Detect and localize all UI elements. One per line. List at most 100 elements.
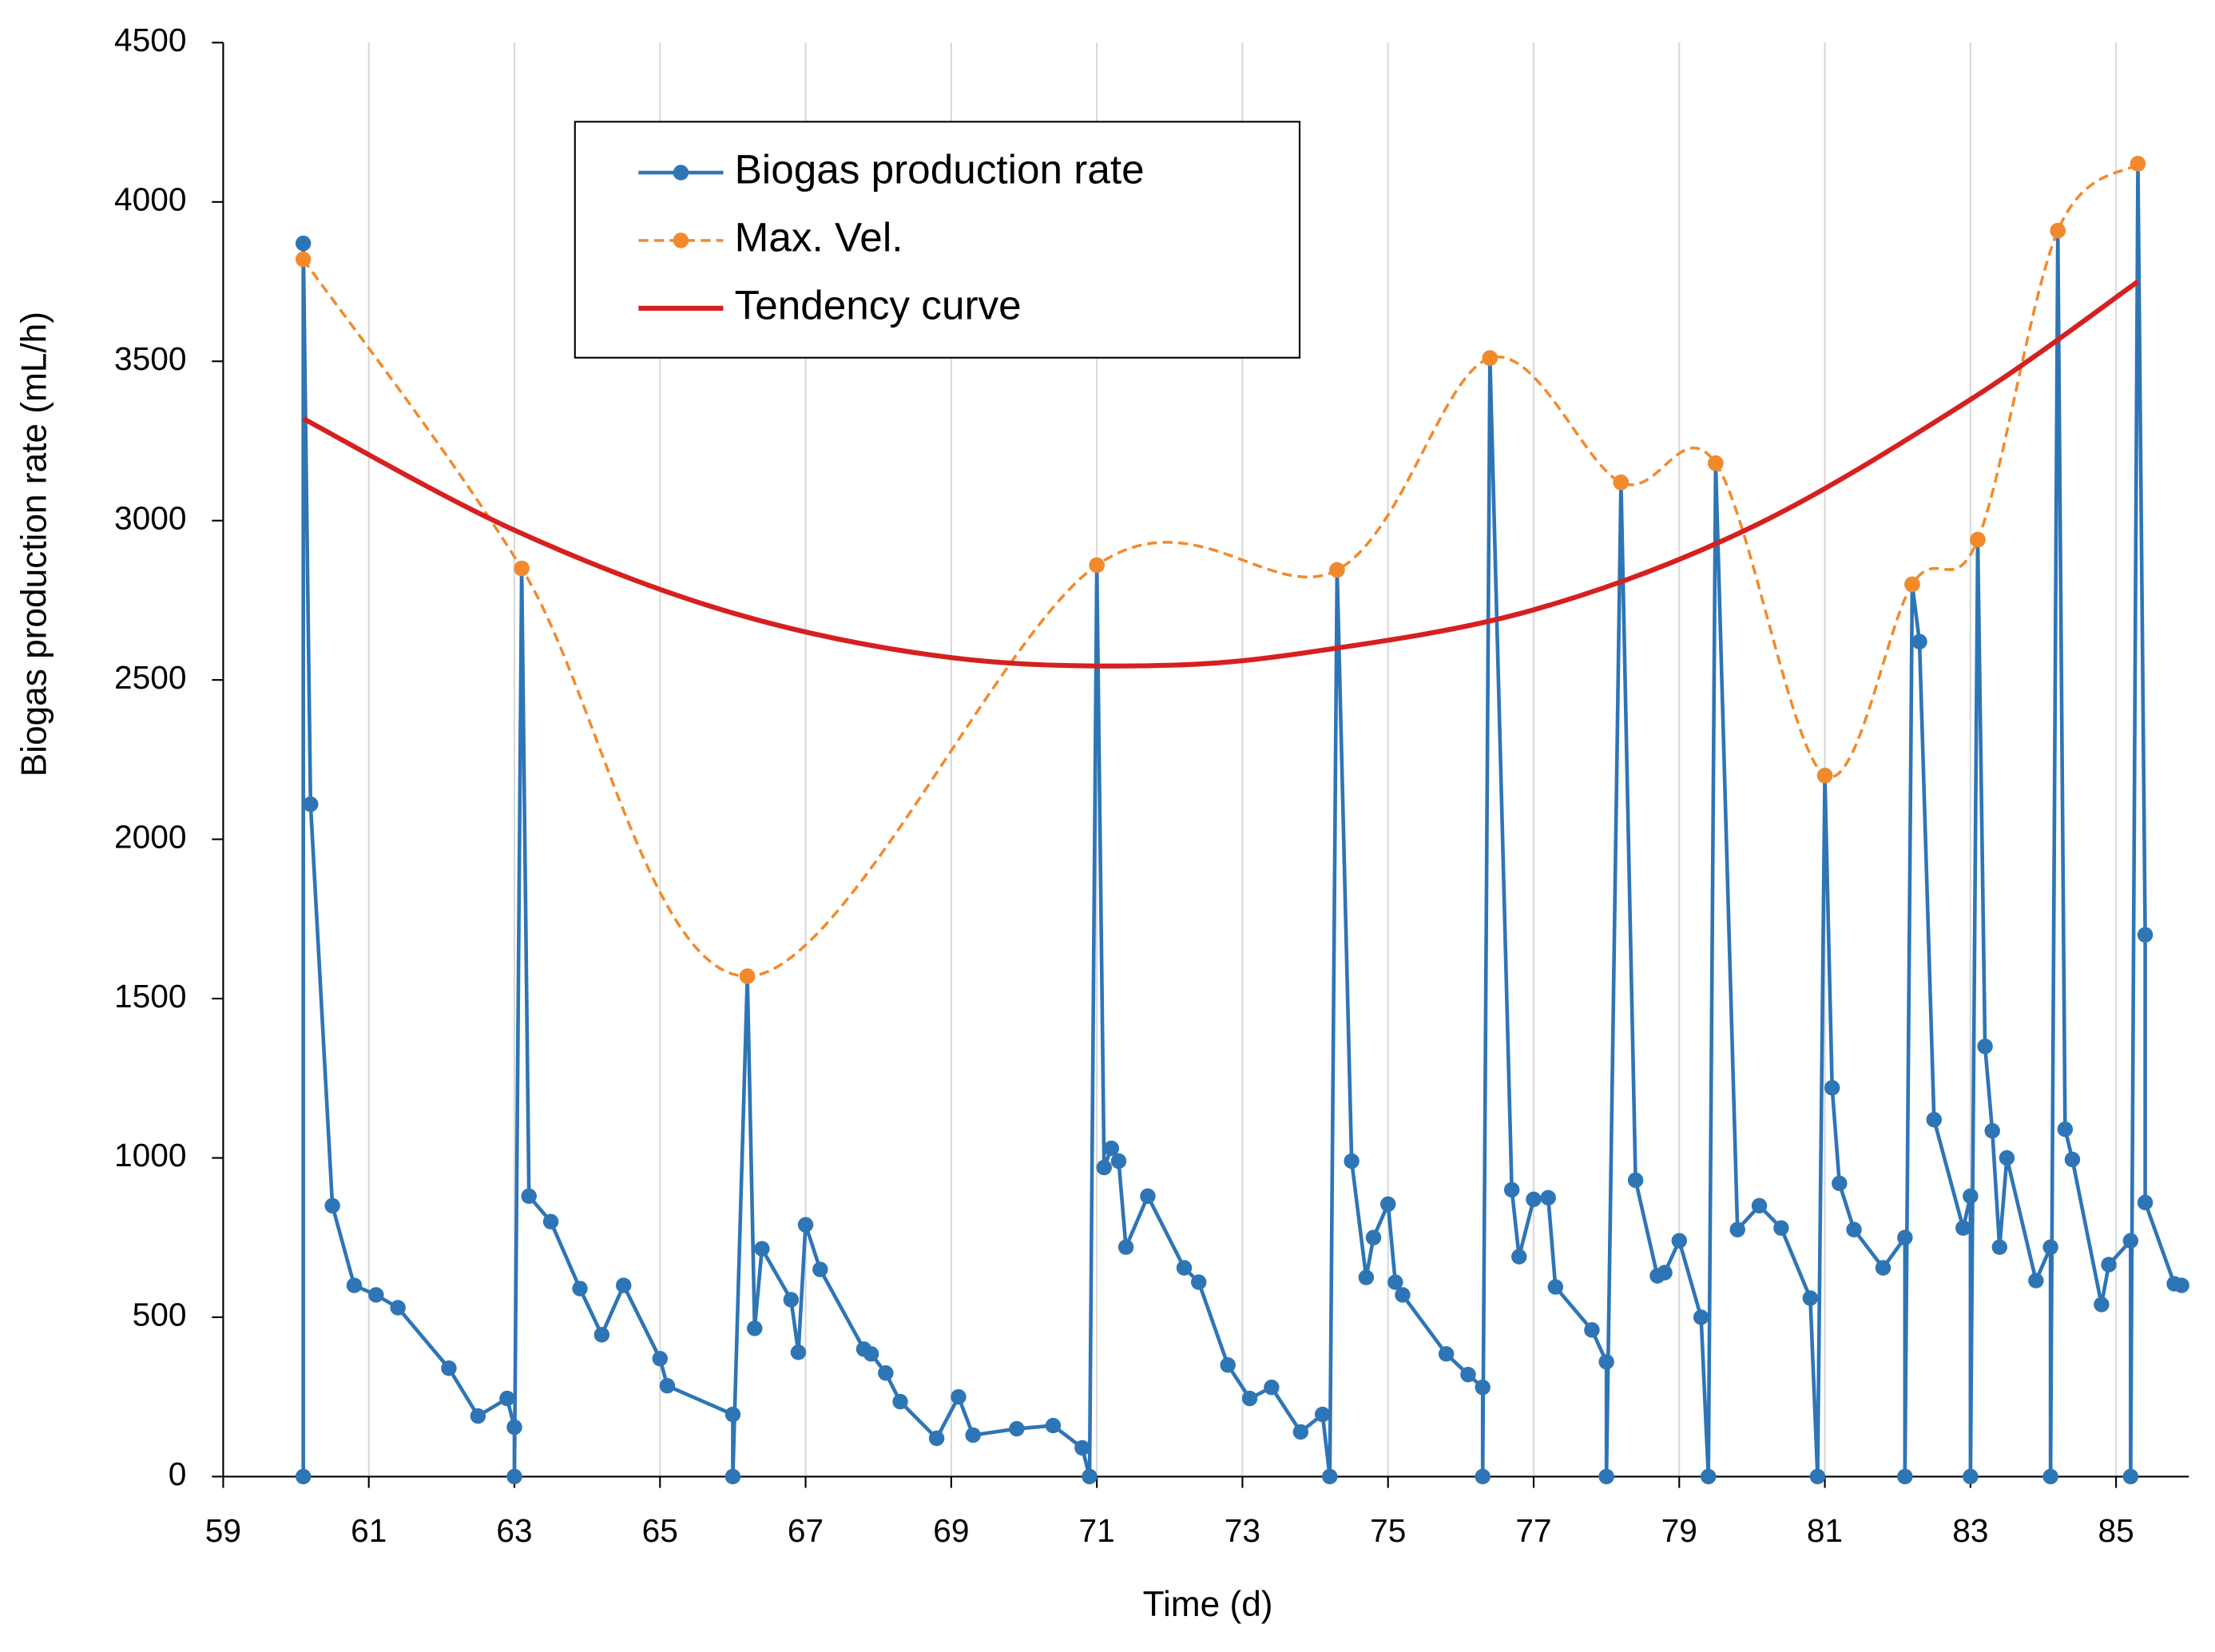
data-point [1358, 1269, 1375, 1285]
plot-area [295, 156, 2189, 1485]
data-point [659, 1377, 676, 1394]
data-point [1904, 576, 1920, 593]
y-axis-label: Biogas production rate (mL/h) [15, 312, 54, 776]
data-point [754, 1241, 770, 1257]
data-point [1824, 1080, 1840, 1096]
x-tick-label: 61 [351, 1512, 387, 1549]
data-point [2050, 222, 2066, 239]
data-point [2101, 1257, 2117, 1273]
data-point [1984, 1122, 2000, 1139]
x-tick-label: 77 [1515, 1512, 1551, 1549]
data-point [1584, 1322, 1600, 1338]
y-tick-label: 500 [133, 1297, 187, 1333]
data-point [1009, 1420, 1025, 1437]
data-point [1365, 1229, 1382, 1245]
data-point [1387, 1274, 1403, 1290]
data-point [1613, 475, 1629, 490]
data-point [965, 1427, 981, 1444]
data-point [1379, 1196, 1396, 1213]
data-point [506, 1419, 522, 1436]
x-tick-label: 75 [1370, 1512, 1406, 1549]
data-point [1241, 1390, 1258, 1407]
data-point [1999, 1150, 2015, 1166]
data-point [1096, 1159, 1112, 1176]
data-point [1438, 1346, 1455, 1362]
y-tick-label: 4500 [114, 22, 186, 58]
data-point [1475, 1379, 1491, 1396]
data-point [1693, 1309, 1709, 1325]
data-point [1482, 350, 1498, 367]
data-point [1176, 1260, 1193, 1276]
data-point [368, 1287, 384, 1303]
series-line [302, 280, 2140, 669]
data-point [1991, 1239, 2008, 1255]
x-axis-label: Time (d) [1143, 1585, 1273, 1624]
data-point [2130, 156, 2146, 172]
data-point [724, 1468, 741, 1485]
data-point [1816, 768, 1833, 784]
data-point [1708, 455, 1724, 471]
x-tick-label: 79 [1661, 1512, 1697, 1549]
y-tick-label: 2000 [114, 818, 186, 855]
x-tick-label: 83 [1952, 1512, 1988, 1549]
data-point [2094, 1297, 2110, 1312]
data-point [1511, 1249, 1527, 1265]
data-point [1970, 531, 1986, 548]
legend-marker [673, 165, 689, 181]
data-point [1897, 1229, 1913, 1245]
data-point [1395, 1287, 1411, 1303]
data-point [346, 1277, 363, 1293]
data-point [2122, 1468, 2139, 1485]
data-point [1846, 1221, 1862, 1237]
data-point [514, 560, 530, 577]
y-tick-label: 2500 [114, 659, 186, 696]
data-point [863, 1346, 879, 1362]
data-point [441, 1360, 457, 1376]
x-tick-label: 59 [205, 1512, 241, 1549]
data-point [1140, 1188, 1156, 1205]
data-point [1045, 1417, 1062, 1434]
data-point [1657, 1265, 1673, 1281]
data-point [1191, 1274, 1207, 1290]
data-point [1292, 1424, 1309, 1440]
data-point [1729, 1221, 1745, 1237]
data-point [390, 1300, 406, 1316]
data-point [1832, 1175, 1848, 1192]
data-point [499, 1390, 515, 1407]
data-point [542, 1213, 559, 1230]
data-point [1875, 1260, 1891, 1276]
data-point [521, 1188, 537, 1205]
y-tick-label: 3000 [114, 499, 186, 536]
data-point [2057, 1121, 2074, 1138]
data-point [1897, 1468, 1913, 1485]
data-point [295, 1468, 312, 1485]
series-line [302, 162, 2139, 978]
data-point [1475, 1468, 1491, 1485]
data-point [2064, 1151, 2081, 1168]
data-point [2042, 1468, 2058, 1485]
y-tick-label: 4000 [114, 181, 186, 218]
data-point [1701, 1468, 1717, 1485]
x-tick-label: 71 [1079, 1512, 1115, 1549]
data-point [783, 1292, 800, 1308]
data-point [1540, 1189, 1556, 1206]
data-point [1963, 1188, 1979, 1205]
grid: 59 61 63 65 67 69 71 73 75 77 79 81 83 85 0 500 1000 1500… [114, 22, 2189, 1549]
data-point [1955, 1220, 1971, 1236]
data-point [1110, 1153, 1127, 1170]
data-point [2042, 1239, 2058, 1255]
data-point [470, 1408, 486, 1424]
legend-label: Max. Vel. [735, 215, 903, 260]
data-point [1802, 1290, 1819, 1306]
data-point [1526, 1191, 1542, 1208]
y-tick-label: 1000 [114, 1137, 186, 1173]
x-tick-label: 67 [788, 1512, 824, 1549]
data-point [878, 1365, 894, 1381]
data-point [1082, 1468, 1098, 1485]
data-point [1314, 1406, 1331, 1423]
data-point [1264, 1379, 1280, 1396]
data-point [1671, 1233, 1688, 1249]
data-point [2028, 1273, 2044, 1289]
data-point [1926, 1111, 1943, 1128]
